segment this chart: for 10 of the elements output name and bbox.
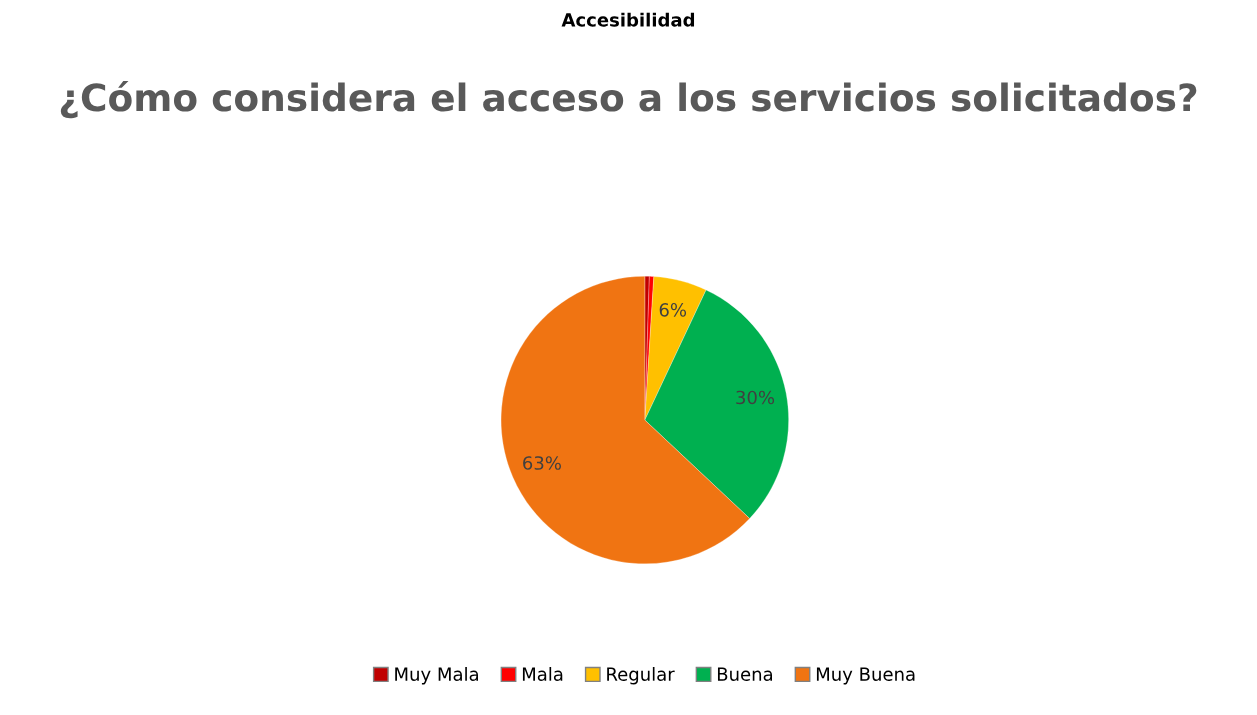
chart-title: ¿Cómo considera el acceso a los servicios solicitados? xyxy=(60,80,1197,119)
legend-label: Muy Buena xyxy=(816,667,915,685)
text: Accesibilidad xyxy=(561,12,695,27)
legend-label: Muy Mala xyxy=(395,666,478,685)
legend-label: Regular xyxy=(607,666,675,685)
legend-label: Buena xyxy=(717,667,773,681)
data-label: 63% xyxy=(523,456,561,470)
data-label: 30% xyxy=(736,390,775,405)
data-label: 6% xyxy=(659,303,687,317)
legend-label: Mala xyxy=(522,666,563,681)
